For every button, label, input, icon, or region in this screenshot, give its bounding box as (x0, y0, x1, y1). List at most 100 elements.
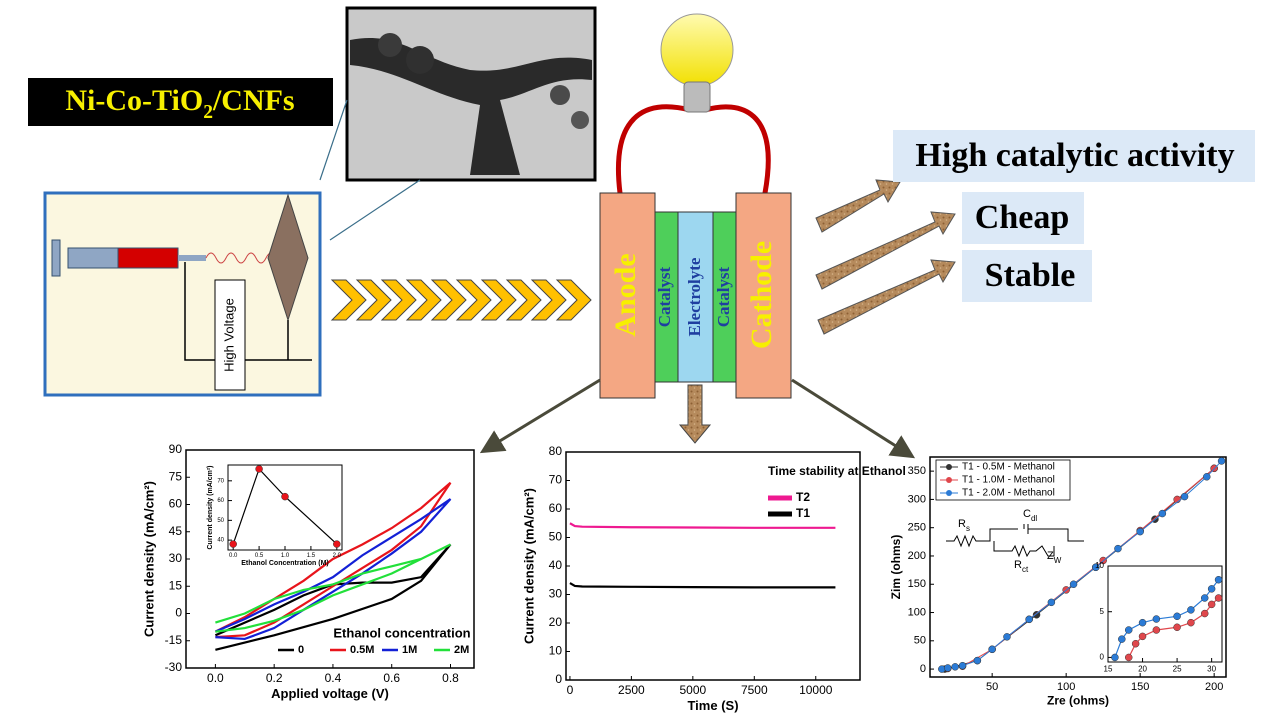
benefit-box (893, 130, 1255, 182)
x-tick-label: 0.6 (383, 671, 400, 685)
data-point (1187, 618, 1195, 627)
data-point (1180, 492, 1189, 501)
data-point (1003, 633, 1011, 641)
x-tick-label: 2500 (618, 683, 645, 697)
electrolyte-label: Electrolyte (685, 257, 704, 336)
subscript: 2 (203, 102, 213, 123)
data-point (1114, 544, 1122, 553)
light-bulb (616, 13, 771, 194)
x-tick-label: 0.4 (325, 671, 342, 685)
y-tick-label: 70 (217, 478, 224, 484)
y-tick-label: 100 (908, 606, 926, 618)
legend-marker (946, 477, 952, 483)
circuit-label: ZW (1047, 550, 1062, 565)
x-axis-label: Applied voltage (V) (271, 686, 389, 701)
subscript: s (966, 524, 970, 533)
data-point (1138, 632, 1147, 641)
x-axis-label: Ethanol Concentration (M) (241, 560, 329, 567)
benefit-box (962, 250, 1092, 302)
y-tick-label: -30 (165, 660, 183, 674)
x-tick-label: 25 (1173, 664, 1182, 673)
label-part: C (1023, 508, 1031, 520)
y-tick-label: 30 (549, 587, 563, 601)
chevron (555, 279, 592, 321)
data-point (944, 664, 952, 672)
legend-label: 2M (454, 644, 469, 656)
y-tick-label: 150 (908, 578, 926, 590)
fuel-cell: Anode Catalyst Electrolyte Catalyst Cath… (479, 192, 916, 459)
benefit-label: High catalytic activity (915, 137, 1234, 174)
data-point (1124, 626, 1133, 634)
legend-label: T1 - 2.0M - Methanol (962, 488, 1055, 499)
chevron (505, 279, 542, 321)
data-point (1214, 575, 1223, 584)
x-tick-label: 7500 (741, 683, 768, 697)
series-line (214, 543, 452, 651)
x-axis-label: Zre (ohms) (1047, 693, 1109, 707)
y-axis-label: Zim (ohms) (889, 535, 903, 600)
material-label-bg (28, 78, 333, 126)
data-point (1200, 594, 1209, 602)
data-point (1111, 653, 1119, 662)
y-tick-label: 5 (1100, 607, 1105, 616)
x-tick-label: 100 (1057, 681, 1075, 693)
chevron (355, 279, 392, 321)
y-tick-label: 15 (169, 578, 183, 592)
tem-image (319, 6, 597, 241)
y-tick-label: 20 (549, 615, 563, 629)
plot-frame (227, 464, 343, 551)
catalyst-label: Catalyst (714, 266, 733, 327)
data-point (1173, 623, 1181, 632)
data-point (1207, 600, 1216, 609)
data-point (1069, 580, 1078, 588)
material-label: Ni-Co-TiO2/CNFs (65, 84, 294, 123)
data-point (1131, 639, 1140, 648)
x-tick-label: 10000 (799, 683, 833, 697)
x-tick-label: 150 (1131, 681, 1149, 693)
y-tick-label: 60 (169, 497, 183, 511)
series-line (1114, 579, 1220, 658)
y-tick-label: -15 (165, 633, 183, 647)
data-point (988, 645, 996, 654)
data-point (255, 465, 263, 473)
y-tick-label: 300 (908, 493, 926, 505)
y-axis-label: Current density (mA/cm²) (521, 488, 536, 644)
series-line (232, 467, 338, 545)
data-point (333, 540, 341, 548)
y-tick-label: 0 (1100, 653, 1105, 662)
data-point (1138, 618, 1147, 627)
chevron (455, 279, 492, 321)
legend-box (935, 459, 1071, 501)
chevron-arrows (330, 279, 592, 321)
benefit-arrows (815, 179, 956, 335)
y-tick-label: 70 (549, 473, 563, 487)
inset-chart: 0.0 0.5 1.0 1.5 2.0 40 50 60 70 Ethanol Concentra… (207, 464, 343, 567)
chart: 0.0 0.2 0.4 0.6 0.8 -30 -15 0 15 30 45 60 75 90 Applie… (141, 442, 475, 701)
legend-label: T1 (796, 506, 810, 520)
x-tick-label: 0.2 (266, 671, 283, 685)
y-tick-label: 350 (908, 465, 926, 477)
series-line (569, 582, 836, 589)
data-point (1200, 609, 1209, 618)
chevron (530, 279, 567, 321)
benefit-label: Stable (985, 257, 1076, 294)
x-tick-label: 50 (986, 681, 998, 693)
legend-label: 0.5M (350, 644, 374, 656)
chevron (380, 279, 417, 321)
y-tick-label: 10 (1095, 561, 1104, 570)
legend-title: Time stability at Ethanol (768, 464, 906, 478)
subscript: ct (1022, 565, 1029, 574)
y-tick-label: 10 (549, 644, 563, 658)
x-tick-label: 5000 (679, 683, 706, 697)
high-voltage-label: High Voltage (221, 298, 236, 372)
data-point (951, 663, 959, 671)
benefit-box (962, 192, 1084, 244)
data-point (1047, 598, 1056, 607)
catalyst-label: Catalyst (655, 266, 674, 327)
data-point (1124, 653, 1133, 662)
y-tick-label: 30 (169, 551, 183, 565)
x-tick-label: 1.5 (307, 553, 316, 559)
label-part: /CNFs (212, 84, 295, 117)
